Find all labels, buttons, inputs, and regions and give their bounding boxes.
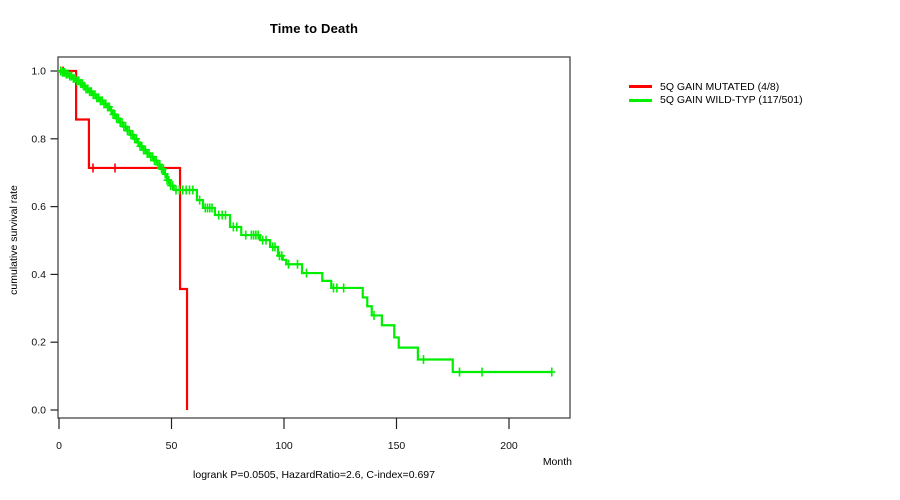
step-curve	[59, 69, 189, 410]
stats-annotation: logrank P=0.0505, HazardRatio=2.6, C-ind…	[193, 469, 435, 481]
svg-text:0.8: 0.8	[31, 133, 46, 145]
legend-item-mutated: 5Q GAIN MUTATED (4/8)	[629, 80, 803, 94]
series-mutated	[59, 66, 189, 410]
svg-text:100: 100	[275, 440, 293, 452]
svg-text:0.4: 0.4	[31, 269, 46, 281]
series-wildtype	[57, 66, 556, 377]
legend-item-wildtype: 5Q GAIN WILD-TYP (117/501)	[629, 94, 803, 108]
legend: 5Q GAIN MUTATED (4/8) 5Q GAIN WILD-TYP (…	[629, 80, 803, 107]
svg-text:0.0: 0.0	[31, 405, 46, 417]
x-axis-ticks: 0 50 100 150 200	[56, 418, 518, 452]
svg-text:150: 150	[388, 440, 406, 452]
svg-text:0.6: 0.6	[31, 201, 46, 213]
x-axis-label: Month	[542, 456, 572, 468]
svg-text:1.0: 1.0	[31, 66, 46, 78]
y-axis-ticks: 0.0 0.2 0.4 0.6 0.8 1.0	[31, 66, 58, 417]
legend-line-red	[629, 85, 652, 89]
svg-text:200: 200	[500, 440, 518, 452]
svg-text:0.2: 0.2	[31, 337, 46, 349]
step-curve	[59, 69, 552, 374]
legend-label-mutated: 5Q GAIN MUTATED (4/8)	[660, 80, 780, 93]
legend-label-wildtype: 5Q GAIN WILD-TYP (117/501)	[660, 94, 803, 107]
plot-frame	[57, 56, 571, 419]
legend-line-green	[629, 98, 652, 102]
svg-text:0: 0	[56, 440, 62, 452]
y-axis-label: cumulative survival rate	[8, 185, 20, 295]
svg-text:50: 50	[166, 440, 178, 452]
chart-title: Time to Death	[269, 21, 359, 36]
